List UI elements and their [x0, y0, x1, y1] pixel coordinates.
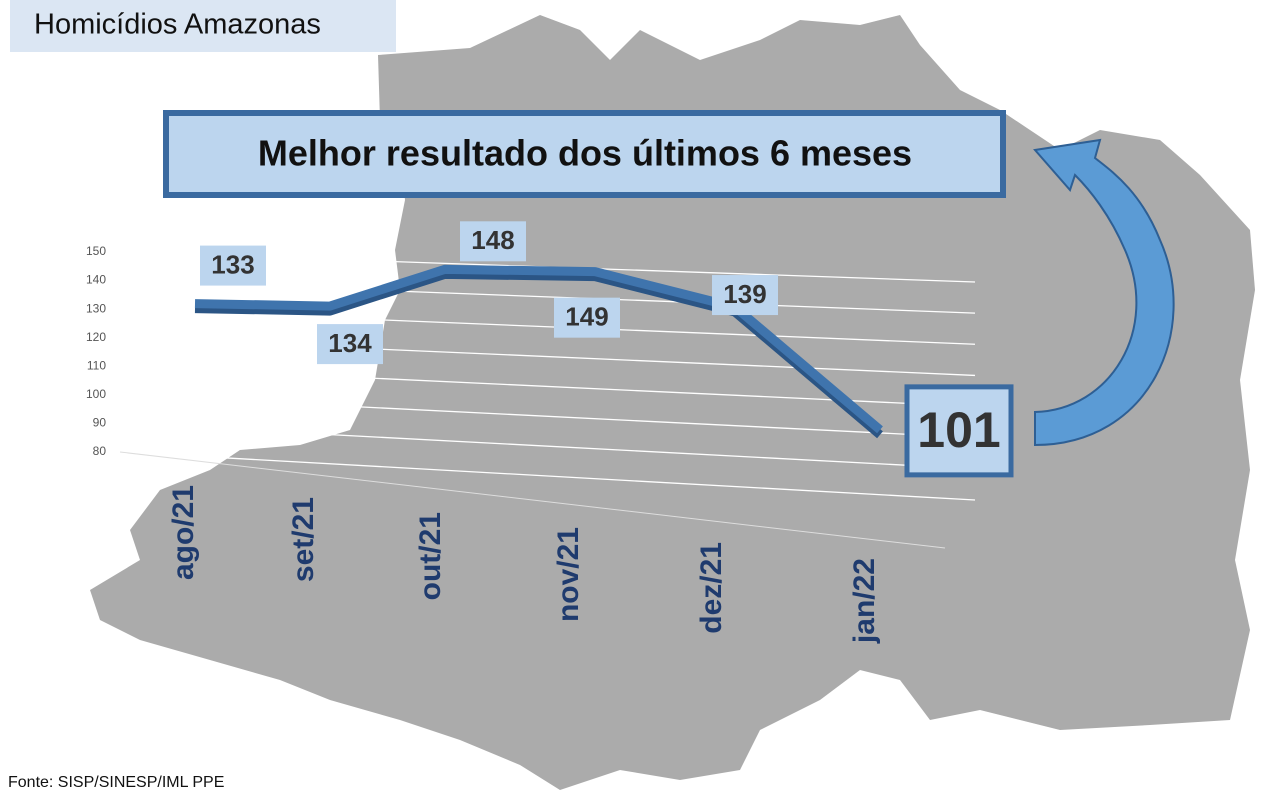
grid-line — [119, 279, 976, 314]
x-tick-label: nov/21 — [552, 527, 585, 622]
value-label: 148 — [471, 225, 514, 255]
banner: Melhor resultado dos últimos 6 meses — [258, 133, 912, 174]
value-label: 134 — [328, 328, 372, 358]
value-label-box — [554, 297, 620, 338]
banner-box — [163, 110, 1006, 198]
y-tick-label: 150 — [86, 244, 106, 258]
title-box — [10, 0, 396, 52]
y-tick-label: 90 — [93, 416, 107, 430]
value-label-box — [904, 384, 1014, 478]
x-tick-label: dez/21 — [695, 542, 728, 634]
x-tick-label: out/21 — [414, 512, 447, 600]
x-axis — [119, 451, 946, 549]
y-tick-label: 120 — [86, 330, 106, 344]
value-label-box — [460, 221, 526, 262]
grid-line — [119, 394, 976, 439]
arrow — [1033, 138, 1175, 447]
data-line — [194, 264, 883, 434]
value-label-box — [712, 275, 778, 316]
grid-line — [119, 451, 976, 501]
y-tick-label: 110 — [87, 358, 106, 372]
chart-title: Homicídios Amazonas — [34, 9, 321, 41]
grid-line — [119, 337, 976, 377]
value-label-box — [317, 324, 383, 365]
map-background — [90, 15, 1255, 790]
y-tick-label: 100 — [86, 387, 106, 401]
y-tick-label: 80 — [93, 444, 107, 458]
x-tick-label: ago/21 — [167, 485, 200, 580]
value-label: 149 — [565, 302, 608, 332]
grid-line — [119, 422, 976, 470]
value-label: 139 — [723, 279, 766, 309]
y-tick-label: 130 — [86, 301, 106, 315]
grid-line — [119, 308, 976, 345]
y-tick-label: 140 — [86, 273, 106, 287]
source: Fonte: SISP/SINESP/IML PPE — [8, 774, 224, 791]
x-tick-label: set/21 — [287, 497, 320, 582]
value-label: 133 — [211, 249, 254, 279]
value-label-box — [200, 245, 266, 286]
value-label: 101 — [917, 402, 1000, 458]
x-tick-label: jan/22 — [848, 558, 881, 644]
